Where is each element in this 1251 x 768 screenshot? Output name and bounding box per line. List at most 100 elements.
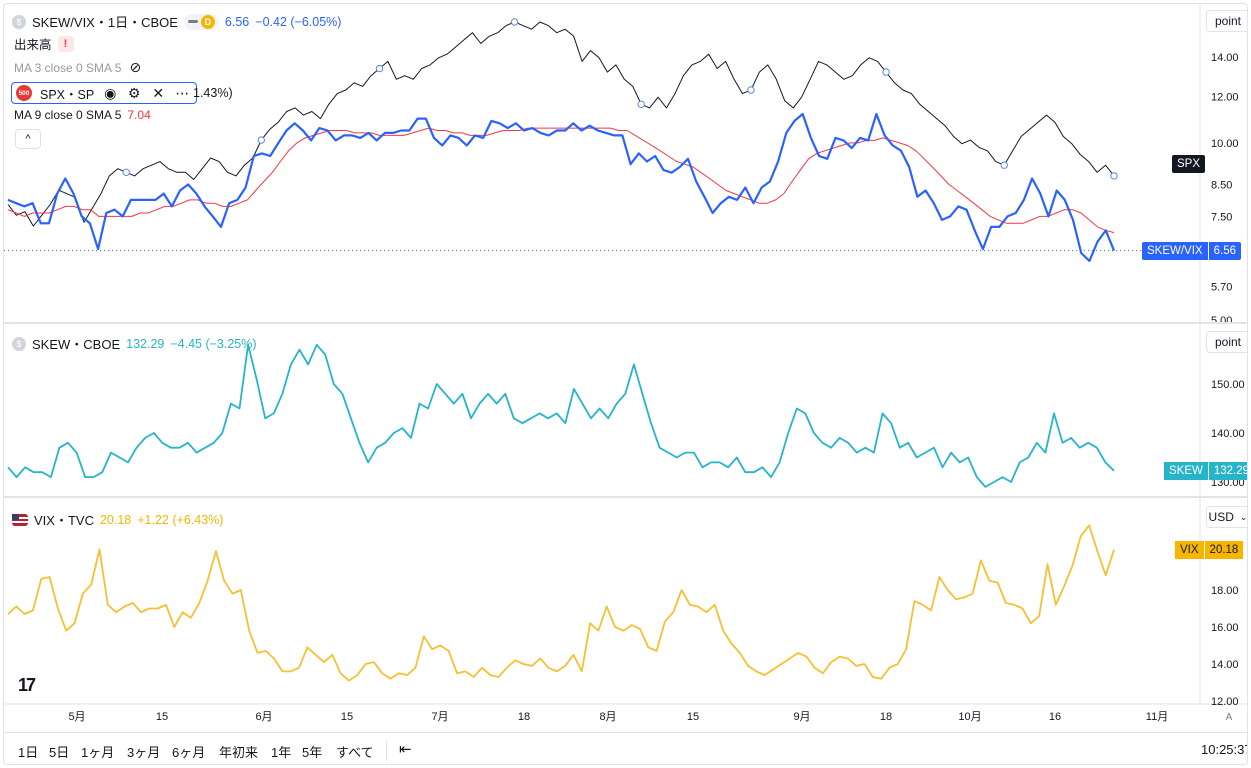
time-tick: 18 bbox=[880, 711, 892, 723]
spx-legend-box[interactable]: 500 SPX・SP ◉ ⚙ ✕ ⋯ bbox=[11, 82, 198, 104]
close-icon[interactable]: ✕ bbox=[152, 84, 165, 101]
spx-event-marker bbox=[747, 86, 755, 94]
warning-icon[interactable]: ! bbox=[57, 35, 74, 52]
time-tick: 15 bbox=[156, 711, 168, 723]
timeframe-5d[interactable]: 5日 bbox=[49, 745, 70, 760]
vix-price-tick: 12.00 bbox=[1211, 696, 1239, 708]
skew-legend[interactable]: $ SKEW・CBOE 132.29 −4.45 (−3.25%) bbox=[12, 334, 257, 353]
skew-title[interactable]: SKEW・CBOE bbox=[32, 337, 121, 352]
symbol-logo-icon: $ bbox=[12, 14, 26, 29]
collapse-legend-button[interactable]: ^ bbox=[15, 129, 41, 149]
ma9-label: MA 9 close 0 SMA 5 bbox=[14, 108, 122, 122]
skewvix-value: 6.56 bbox=[224, 14, 250, 29]
spx-event-marker bbox=[257, 136, 265, 144]
ma3-label: MA 3 close 0 SMA 5 bbox=[14, 60, 122, 75]
skewvix-price-tag: SKEW/VIX 6.56 bbox=[1142, 242, 1241, 260]
eye-icon[interactable]: ◉ bbox=[104, 84, 117, 101]
time-tick: 8月 bbox=[599, 711, 616, 723]
vix-tag-value: 20.18 bbox=[1203, 541, 1244, 559]
skew-tag-value: 132.29 bbox=[1207, 462, 1247, 480]
scale-mode-button-1[interactable]: point bbox=[1206, 10, 1247, 32]
skew-series-line bbox=[7, 343, 1115, 488]
symbol-logo-icon: $ bbox=[12, 336, 26, 351]
timeframe-3m[interactable]: 3ヶ月 bbox=[127, 745, 161, 760]
spx-event-marker bbox=[510, 18, 519, 26]
vix-change: +1.22 (+6.43%) bbox=[137, 512, 224, 527]
currency-label: USD bbox=[1208, 510, 1234, 524]
tradingview-logo[interactable]: 17 bbox=[18, 675, 36, 695]
pane-separator-2[interactable] bbox=[4, 496, 1247, 498]
skewvix-change: −0.42 (−6.05%) bbox=[255, 14, 342, 29]
skewvix-price-tick: 5.00 bbox=[1211, 315, 1232, 327]
auto-scale-button[interactable]: A bbox=[1225, 711, 1233, 723]
timeframe-1d[interactable]: 1日 bbox=[18, 745, 39, 760]
timeframe-all[interactable]: すべて bbox=[336, 745, 374, 760]
timeframe-1m[interactable]: 1ヶ月 bbox=[81, 745, 115, 760]
time-tick: 15 bbox=[687, 711, 699, 723]
time-tick: 15 bbox=[341, 711, 353, 723]
chevron-down-icon: ⌄ bbox=[1239, 511, 1248, 522]
price-axis-layer: 14.00 12.00 10.00 8.50 7.50 5.70 5.00 150.00 140… bbox=[4, 4, 1247, 708]
skew-price-tick: 150.00 bbox=[1211, 379, 1245, 391]
vix-title[interactable]: VIX・TVC bbox=[34, 513, 94, 528]
timeframe-6m[interactable]: 6ヶ月 bbox=[172, 745, 206, 760]
vix-price-tag: VIX 20.18 bbox=[1175, 541, 1244, 559]
time-tick: 7月 bbox=[431, 711, 448, 723]
spx-event-marker bbox=[1000, 161, 1008, 169]
chart-canvas[interactable]: 14.00 12.00 10.00 8.50 7.50 5.70 5.00 150.00 140… bbox=[4, 4, 1248, 734]
vix-price-tick: 18.00 bbox=[1211, 585, 1239, 597]
skewvix-title[interactable]: SKEW/VIX・1日・CBOE bbox=[32, 15, 178, 30]
time-tick: 10月 bbox=[958, 711, 981, 723]
ma3-indicator[interactable]: MA 3 close 0 SMA 5 ⊘ bbox=[14, 59, 143, 76]
spx-change-partial: 1.43%) bbox=[193, 86, 233, 100]
toolbar-divider bbox=[386, 741, 387, 761]
spx-event-marker bbox=[122, 168, 130, 177]
currency-button[interactable]: USD ⌄ bbox=[1206, 506, 1248, 528]
skewvix-price-tick: 14.00 bbox=[1211, 52, 1239, 64]
eye-hidden-icon[interactable]: ⊘ bbox=[129, 59, 142, 75]
timeframe-ytd[interactable]: 年初来 bbox=[219, 745, 259, 760]
time-tick: 6月 bbox=[255, 711, 272, 723]
skew-value: 132.29 bbox=[126, 336, 165, 351]
spx-price-tag: SPX bbox=[1172, 155, 1206, 173]
timeframe-1y[interactable]: 1年 bbox=[271, 745, 292, 760]
more-icon[interactable]: ⋯ bbox=[175, 84, 190, 101]
skew-price-tick: 140.00 bbox=[1211, 428, 1245, 440]
interval-badge: D bbox=[200, 14, 215, 29]
time-axis-layer: 5月 15 6月 15 7月 18 8月 15 9月 18 10月 16 11月 bbox=[68, 711, 1168, 723]
timeframe-5y[interactable]: 5年 bbox=[302, 745, 323, 760]
volume-indicator[interactable]: 出来高 ! bbox=[14, 34, 74, 53]
volume-label: 出来高 bbox=[14, 38, 52, 52]
vix-price-tick: 16.00 bbox=[1211, 622, 1239, 634]
skewvix-price-tick: 7.50 bbox=[1211, 211, 1232, 223]
skew-tag-name: SKEW bbox=[1164, 462, 1208, 480]
ma9-indicator[interactable]: MA 9 close 0 SMA 5 7.04 bbox=[14, 108, 151, 122]
time-tick: 18 bbox=[518, 711, 530, 723]
dash-icon bbox=[187, 20, 198, 23]
series-layer bbox=[7, 18, 1118, 682]
skewvix-price-tick: 10.00 bbox=[1211, 138, 1239, 150]
skewvix-tag-name: SKEW/VIX bbox=[1142, 242, 1208, 260]
time-tick: 11月 bbox=[1146, 711, 1168, 723]
spx-label: SPX・SP bbox=[40, 87, 95, 102]
chart-frame: 14.00 12.00 10.00 8.50 7.50 5.70 5.00 150.00 140… bbox=[3, 3, 1248, 765]
ma9-series-line bbox=[7, 127, 1115, 234]
vix-series-line bbox=[7, 524, 1115, 682]
vix-price-tick: 14.00 bbox=[1211, 659, 1239, 671]
spx-event-marker bbox=[375, 64, 384, 73]
date-range-icon[interactable]: ⇤ bbox=[399, 741, 412, 758]
skewvix-price-tick: 12.00 bbox=[1211, 91, 1239, 103]
gear-icon[interactable]: ⚙ bbox=[127, 84, 141, 101]
time-tick: 9月 bbox=[793, 711, 810, 723]
skew-price-tag: SKEW 132.29 bbox=[1164, 462, 1247, 480]
vix-legend[interactable]: VIX・TVC 20.18 +1.22 (+6.43%) bbox=[12, 510, 223, 529]
skewvix-tag-value: 6.56 bbox=[1207, 242, 1241, 260]
spx-tag-label: SPX bbox=[1172, 155, 1206, 173]
scale-mode-button-2[interactable]: point bbox=[1206, 331, 1247, 353]
skew-price-tick: 130.00 bbox=[1211, 477, 1245, 489]
skewvix-legend[interactable]: $ SKEW/VIX・1日・CBOE D 6.56 −0.42 (−6.05%) bbox=[12, 12, 341, 31]
vix-tag-name: VIX bbox=[1175, 541, 1204, 559]
pane-separator-1[interactable] bbox=[4, 322, 1247, 324]
interval-pill[interactable]: D bbox=[183, 13, 219, 30]
skewvix-price-tick: 5.70 bbox=[1211, 282, 1232, 294]
